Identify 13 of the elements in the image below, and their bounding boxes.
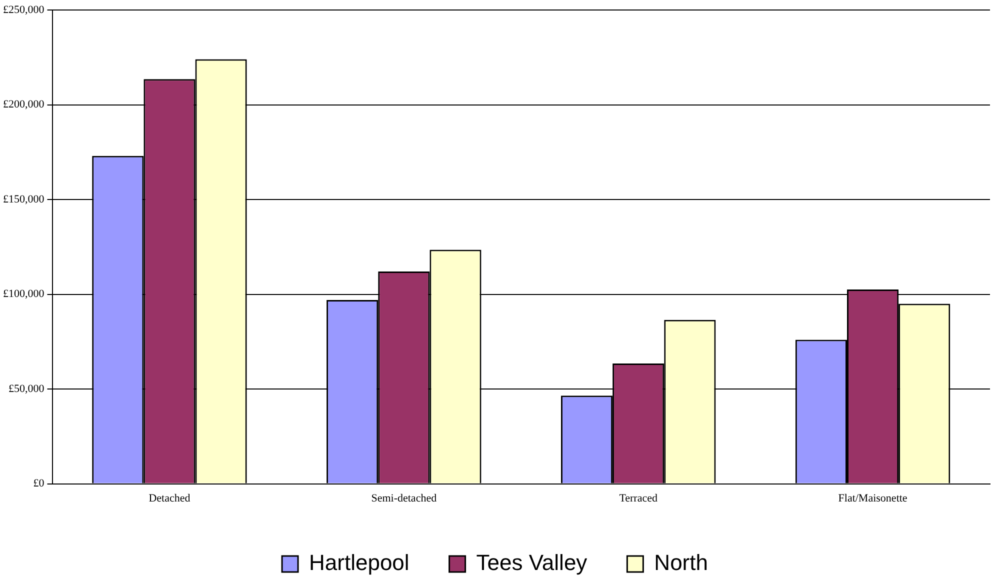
y-tick-label: £100,000 — [3, 288, 45, 300]
y-tick-label: £200,000 — [3, 98, 45, 111]
y-tick-label: £150,000 — [3, 193, 45, 206]
y-tick-label: £250,000 — [3, 4, 45, 16]
y-tick-label: £0 — [33, 478, 45, 490]
legend-label: Tees Valley — [476, 550, 588, 576]
y-tick-label: £50,000 — [8, 382, 45, 395]
legend-label: Hartlepool — [309, 550, 410, 576]
x-tick-label: Terraced — [619, 492, 658, 504]
x-tick-label: Semi-detached — [371, 492, 438, 504]
x-tick-label: Detached — [148, 492, 191, 504]
x-tick-label: Flat/Maisonette — [838, 492, 908, 504]
legend-label: North — [654, 550, 708, 576]
